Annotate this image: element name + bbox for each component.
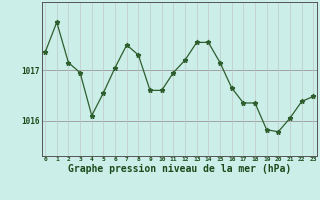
X-axis label: Graphe pression niveau de la mer (hPa): Graphe pression niveau de la mer (hPa) (68, 164, 291, 174)
